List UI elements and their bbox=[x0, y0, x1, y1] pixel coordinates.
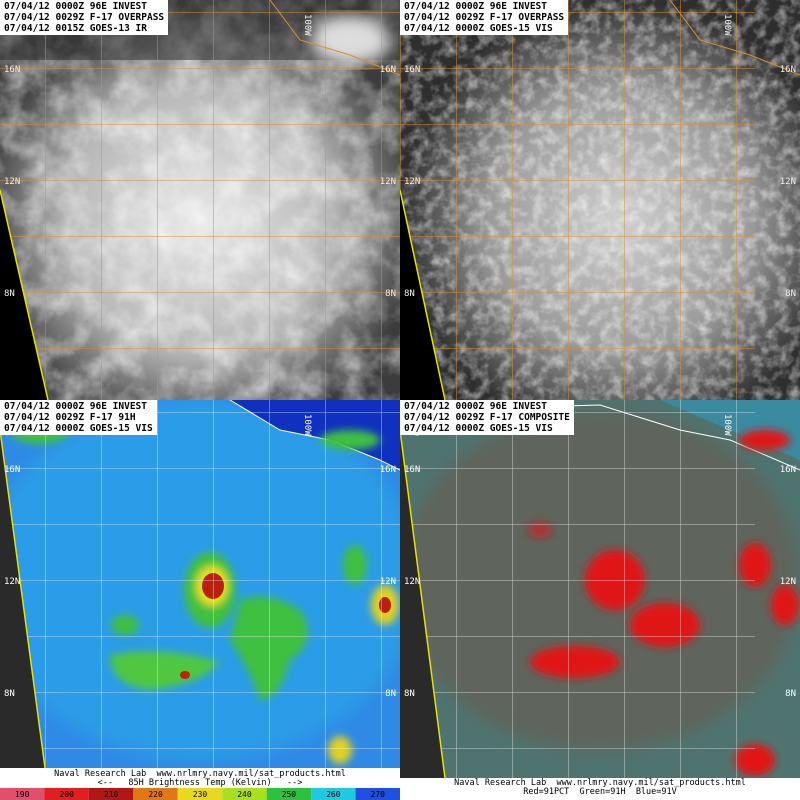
labels: 16N 16N 12N 12N 8N 8N 100W 16N 16N 12N 12N 8N 8N 100W… bbox=[0, 14, 796, 800]
lat-label: 12N bbox=[780, 177, 796, 187]
colorbar-label: 250 bbox=[282, 790, 297, 799]
lat-label: 8N bbox=[785, 689, 796, 699]
colorbar-cell bbox=[355, 788, 400, 800]
lat-label: 16N bbox=[4, 65, 20, 75]
panel-header: 07/04/12 0000Z 96E INVEST 07/04/12 0029Z … bbox=[0, 0, 169, 35]
colorbar-cell bbox=[222, 788, 267, 800]
colorbar-cell bbox=[177, 788, 223, 800]
line: 07/04/12 0029Z F-17 91H bbox=[4, 412, 136, 423]
colorbar-cell bbox=[44, 788, 89, 800]
composite-panel bbox=[400, 400, 800, 778]
colorbar-cell bbox=[311, 788, 356, 800]
line: Naval Research Lab www.nrlmry.navy.mil/s… bbox=[54, 769, 346, 779]
line: 07/04/12 0000Z 96E INVEST bbox=[404, 1, 547, 12]
ir-panel bbox=[0, 0, 400, 400]
panel-header: 07/04/12 0000Z 96E INVEST 07/04/12 0029Z … bbox=[400, 0, 569, 35]
vis-panel bbox=[400, 0, 800, 400]
lat-label: 8N bbox=[404, 289, 415, 299]
lat-label: 12N bbox=[380, 577, 396, 587]
colorbar-label: 190 bbox=[15, 790, 30, 799]
lat-label: 8N bbox=[785, 289, 796, 299]
line: 07/04/12 0029Z F-17 OVERPASS bbox=[404, 12, 565, 23]
colorbar-label: 270 bbox=[371, 790, 386, 799]
panel-header: 07/04/12 0000Z 96E INVEST 07/04/12 0029Z … bbox=[400, 400, 574, 435]
lat-label: 8N bbox=[4, 289, 15, 299]
panel-footer: Naval Research Lab www.nrlmry.navy.mil/s… bbox=[400, 779, 800, 797]
panel-header: 07/04/12 0000Z 96E INVEST 07/04/12 0029Z … bbox=[0, 400, 157, 435]
colorbar-label: 220 bbox=[148, 790, 163, 799]
lon-label: 100W bbox=[302, 414, 312, 436]
panel-footer: Naval Research Lab www.nrlmry.navy.mil/s… bbox=[0, 770, 400, 788]
lat-label: 12N bbox=[780, 577, 796, 587]
lat-label: 16N bbox=[4, 465, 20, 475]
line: 07/04/12 0000Z GOES-15 VIS bbox=[4, 423, 153, 434]
colorbar-label: 210 bbox=[104, 790, 119, 799]
lat-label: 12N bbox=[4, 577, 20, 587]
lat-label: 16N bbox=[780, 65, 796, 75]
lon-label: 100W bbox=[722, 414, 732, 436]
colorbar-cell bbox=[266, 788, 312, 800]
lat-label: 16N bbox=[380, 465, 396, 475]
colorbar-label: 260 bbox=[326, 790, 341, 799]
colorbar-label: 230 bbox=[193, 790, 208, 799]
lat-label: 12N bbox=[4, 177, 20, 187]
lat-label: 16N bbox=[380, 65, 396, 75]
line: Red=91PCT Green=91H Blue=91V bbox=[523, 787, 677, 797]
line: 07/04/12 0029Z F-17 COMPOSITE bbox=[404, 412, 570, 423]
91h-panel bbox=[0, 400, 400, 768]
lat-label: 12N bbox=[404, 577, 420, 587]
lat-label: 16N bbox=[404, 465, 420, 475]
colorbar-cell bbox=[0, 788, 45, 800]
line: 07/04/12 0015Z GOES-13 IR bbox=[4, 23, 147, 34]
line: 07/04/12 0000Z 96E INVEST bbox=[4, 401, 147, 412]
line: <-- 85H Brightness Temp (Kelvin) --> bbox=[97, 778, 303, 788]
lat-label: 8N bbox=[385, 689, 396, 699]
lat-label: 8N bbox=[4, 689, 15, 699]
lon-label: 100W bbox=[722, 14, 732, 36]
lat-label: 16N bbox=[404, 65, 420, 75]
lat-label: 12N bbox=[404, 177, 420, 187]
line: 07/04/12 0029Z F-17 OVERPASS bbox=[4, 12, 165, 23]
lat-label: 12N bbox=[380, 177, 396, 187]
line: 07/04/12 0000Z GOES-15 VIS bbox=[404, 23, 553, 34]
colorbar-cell bbox=[88, 788, 134, 800]
line: 07/04/12 0000Z 96E INVEST bbox=[4, 1, 147, 12]
colorbar-label: 200 bbox=[59, 790, 74, 799]
line: Naval Research Lab www.nrlmry.navy.mil/s… bbox=[454, 778, 746, 788]
lat-label: 8N bbox=[385, 289, 396, 299]
lat-label: 16N bbox=[780, 465, 796, 475]
colorbar-label: 240 bbox=[237, 790, 252, 799]
lat-label: 8N bbox=[404, 689, 415, 699]
colorbar-cell bbox=[133, 788, 178, 800]
line: 07/04/12 0000Z GOES-15 VIS bbox=[404, 423, 553, 434]
line: 07/04/12 0000Z 96E INVEST bbox=[404, 401, 547, 412]
lon-label: 100W bbox=[302, 14, 312, 36]
